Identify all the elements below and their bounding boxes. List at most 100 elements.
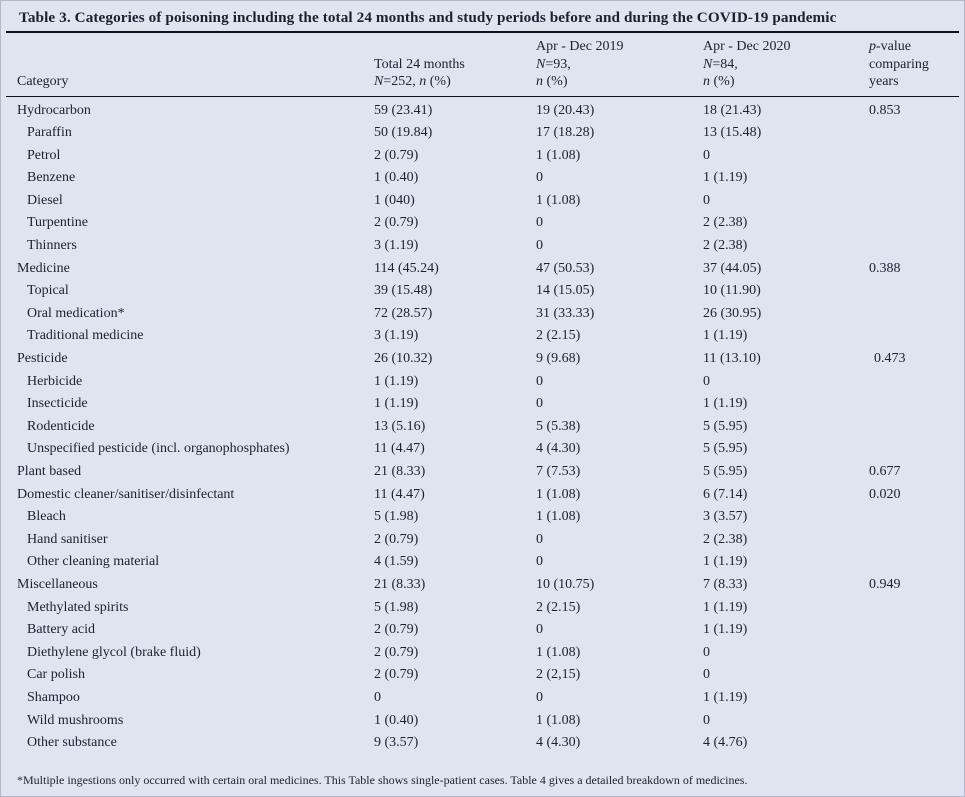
p-value-cell — [869, 529, 948, 552]
category-cell: Oral medication* — [27, 305, 125, 321]
p2020-N: N — [703, 56, 713, 72]
total-cell: 2 (0.79) — [374, 622, 419, 638]
category-cell: Other substance — [27, 735, 117, 751]
category-cell: Traditional medicine — [27, 328, 144, 344]
category-cell: Wild mushrooms — [27, 712, 124, 728]
category-cell: Methylated spirits — [27, 599, 129, 615]
p-value-cell — [869, 280, 948, 303]
period-2020-cell: 11 (13.10) — [703, 351, 761, 367]
total-cell: 3 (1.19) — [374, 328, 419, 344]
category-cell: Thinners — [27, 238, 77, 254]
p-value-cell — [869, 212, 948, 235]
category-cell: Paraffin — [27, 125, 72, 141]
table-row: Medicine 114 (45.24) 47 (50.53) 37 (44.0… — [17, 258, 948, 281]
table-row: Oral medication* 72 (28.57) 31 (33.33) 2… — [17, 303, 948, 326]
col-header-2019: Apr - Dec 2019 N=93, n (%) — [536, 38, 703, 91]
col-header-2019-line2: N=93, — [536, 56, 703, 74]
p-value-cell — [869, 687, 948, 710]
total-cell: 26 (10.32) — [374, 351, 433, 367]
table-row: Topical 39 (15.48) 14 (15.05) 10 (11.90) — [17, 280, 948, 303]
table-row: Domestic cleaner/sanitiser/disinfectant … — [17, 484, 948, 507]
period-2019-cell: 2 (2.15) — [536, 599, 581, 615]
period-2020-cell: 1 (1.19) — [703, 328, 748, 344]
total-cell: 2 (0.79) — [374, 147, 419, 163]
table-footnote: *Multiple ingestions only occurred with … — [17, 772, 748, 787]
category-cell: Car polish — [27, 667, 85, 683]
table-row: Wild mushrooms 1 (0.40) 1 (1.08) 0 — [17, 710, 948, 733]
period-2019-cell: 9 (9.68) — [536, 351, 581, 367]
period-2019-cell: 1 (1.08) — [536, 147, 581, 163]
category-cell: Hydrocarbon — [17, 102, 91, 118]
p-value-cell — [869, 438, 948, 461]
total-cell: 114 (45.24) — [374, 260, 439, 276]
table-header: Category Total 24 months N=252, n (%) Ap… — [6, 33, 959, 97]
total-cell: 1 (0.40) — [374, 712, 419, 728]
p-value-cell: 0.853 — [869, 102, 901, 118]
period-2020-cell: 0 — [703, 192, 710, 208]
category-cell: Other cleaning material — [27, 554, 160, 570]
p2019-n: n — [536, 74, 543, 89]
category-cell: Insecticide — [27, 396, 88, 412]
table-row: Hand sanitiser 2 (0.79) 0 2 (2.38) — [17, 529, 948, 552]
total-cell: 4 (1.59) — [374, 554, 419, 570]
period-2020-cell: 1 (1.19) — [703, 554, 748, 570]
total-cell: 21 (8.33) — [374, 464, 426, 479]
table-row: Paraffin 50 (19.84) 17 (18.28) 13 (15.48… — [17, 122, 948, 145]
table-row: Diethylene glycol (brake fluid) 2 (0.79)… — [17, 642, 948, 665]
table-row: Unspecified pesticide (incl. organophosp… — [17, 438, 948, 461]
p2020-pct: (%) — [710, 74, 735, 89]
p-value-cell: 0.388 — [869, 260, 901, 276]
category-cell: Herbicide — [27, 373, 83, 389]
col-header-total-line2: N=252, n (%) — [374, 73, 536, 91]
col-header-pvalue-line3: years — [869, 74, 899, 89]
col-header-2019-line3: n (%) — [536, 73, 703, 91]
p-value-cell — [869, 325, 948, 348]
period-2019-cell: 0 — [536, 215, 543, 231]
period-2019-cell: 1 (1.08) — [536, 509, 581, 525]
category-cell: Hand sanitiser — [27, 531, 108, 547]
total-cell: 9 (3.57) — [374, 735, 419, 751]
p-value-cell — [869, 642, 948, 665]
table-row: Other cleaning material 4 (1.59) 0 1 (1.… — [17, 551, 948, 574]
category-cell: Pesticide — [17, 351, 68, 367]
period-2020-cell: 3 (3.57) — [703, 509, 748, 525]
total-cell: 5 (1.98) — [374, 599, 419, 615]
total-cell: 3 (1.19) — [374, 238, 419, 254]
category-cell: Battery acid — [27, 622, 96, 638]
period-2020-cell: 5 (5.95) — [703, 464, 748, 479]
period-2019-cell: 4 (4.30) — [536, 735, 581, 751]
total-cell: 1 (040) — [374, 192, 415, 208]
period-2020-cell: 1 (1.19) — [703, 689, 748, 705]
total-cell: 72 (28.57) — [374, 305, 433, 321]
period-2020-cell: 0 — [703, 147, 710, 163]
period-2019-cell: 1 (1.08) — [536, 486, 581, 502]
table-row: Methylated spirits 5 (1.98) 2 (2.15) 1 (… — [17, 597, 948, 620]
period-2020-cell: 26 (30.95) — [703, 305, 762, 321]
p-value-cell: 0.949 — [869, 576, 901, 592]
col-header-pvalue-line2: comparing — [869, 56, 929, 72]
p-value-cell — [869, 416, 948, 439]
table-row: Bleach 5 (1.98) 1 (1.08) 3 (3.57) — [17, 506, 948, 529]
table-row: Shampoo 0 0 1 (1.19) — [17, 687, 948, 710]
period-2020-cell: 18 (21.43) — [703, 102, 762, 118]
col-header-2020: Apr - Dec 2020 N=84, n (%) — [703, 38, 869, 91]
category-cell: Miscellaneous — [17, 576, 98, 592]
category-cell: Shampoo — [27, 689, 80, 705]
period-2020-cell: 1 (1.19) — [703, 396, 748, 412]
table-row: Diesel 1 (040) 1 (1.08) 0 — [17, 190, 948, 213]
p-value-cell: 0.677 — [869, 464, 901, 479]
p-value-cell — [869, 710, 948, 733]
total-cell: 11 (4.47) — [374, 486, 425, 502]
total-cell: 39 (15.48) — [374, 283, 433, 299]
total-cell: 2 (0.79) — [374, 531, 419, 547]
total-cell: 21 (8.33) — [374, 576, 426, 592]
p-value-cell — [869, 303, 948, 326]
table-row: Plant based 21 (8.33) 7 (7.53) 5 (5.95) … — [17, 461, 948, 484]
table-row: Rodenticide 13 (5.16) 5 (5.38) 5 (5.95) — [17, 416, 948, 439]
total-pct: (%) — [426, 74, 451, 89]
period-2020-cell: 1 (1.19) — [703, 599, 748, 615]
period-2020-cell: 2 (2.38) — [703, 531, 748, 547]
period-2019-cell: 19 (20.43) — [536, 102, 595, 118]
col-header-2020-line2: N=84, — [703, 56, 869, 74]
